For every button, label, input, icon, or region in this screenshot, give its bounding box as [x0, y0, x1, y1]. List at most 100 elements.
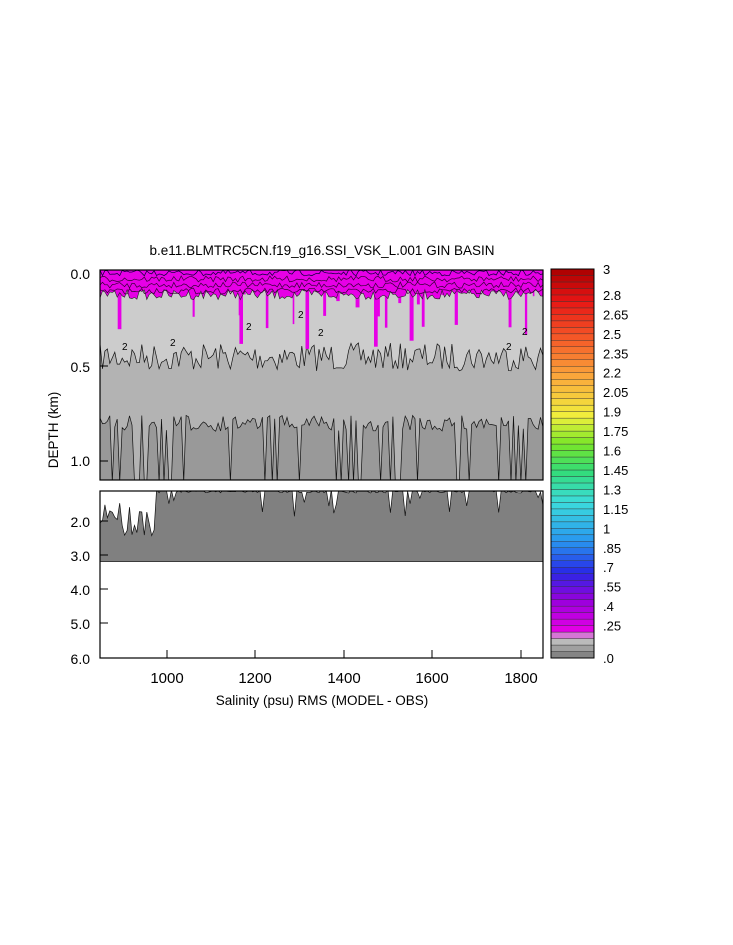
y-tick-label: 6.0 — [71, 651, 91, 667]
colorbar-label: .4 — [603, 599, 614, 614]
colorbar-label: .7 — [603, 560, 614, 575]
colorbar — [550, 268, 595, 659]
colorbar-labels: 3 2.8 2.65 2.5 2.35 2.2 2.05 1.9 1.75 1.6 1.45 1.3 1… — [603, 262, 628, 666]
colorbar-band — [550, 340, 595, 348]
contour-label: 2 — [506, 342, 512, 353]
colorbar-label: 1.9 — [603, 405, 621, 420]
colorbar-band — [550, 353, 595, 360]
magenta-spike — [384, 270, 388, 328]
colorbar-band — [550, 281, 595, 289]
colorbar-band — [550, 450, 595, 458]
colorbar-band — [550, 443, 595, 451]
colorbar-band — [550, 541, 595, 548]
colorbar-band — [550, 385, 595, 393]
colorbar-band — [550, 294, 595, 302]
colorbar-band — [550, 314, 595, 322]
colorbar-band — [550, 547, 595, 555]
colorbar-band — [550, 398, 595, 406]
colorbar-band — [550, 463, 595, 471]
colorbar-band — [550, 476, 595, 484]
colorbar-label: .25 — [603, 619, 621, 634]
surface-contour — [100, 275, 543, 283]
magenta-spike — [323, 270, 327, 316]
magenta-spike — [265, 270, 269, 329]
y-axis-upper: 0.0 0.5 1.0 — [71, 266, 108, 469]
colorbar-label: 1.3 — [603, 482, 621, 497]
colorbar-label: 2.05 — [603, 385, 628, 400]
magenta-spike — [421, 270, 425, 327]
y-tick-label: 1.0 — [71, 453, 91, 469]
colorbar-band — [550, 515, 595, 523]
colorbar-band — [550, 638, 595, 646]
deep-field — [100, 491, 543, 562]
colorbar-band — [550, 379, 595, 386]
colorbar-band — [550, 580, 595, 587]
x-tick-label: 1200 — [238, 670, 271, 687]
colorbar-label: .55 — [603, 580, 621, 595]
magenta-spike — [292, 270, 295, 325]
y-axis-lower: 2.0 3.0 4.0 5.0 6.0 — [71, 514, 108, 667]
lower-panel-frame — [99, 490, 544, 659]
y-axis-label: DEPTH (km) — [46, 392, 61, 469]
colorbar-band — [550, 618, 595, 626]
colorbar-label: 2.35 — [603, 346, 628, 361]
x-tick-label: 1400 — [327, 670, 360, 687]
colorbar-label: 3 — [603, 262, 610, 277]
colorbar-label: 2.65 — [603, 307, 628, 322]
colorbar-band — [550, 301, 595, 309]
colorbar-label: 2.8 — [603, 288, 621, 303]
colorbar-band — [550, 528, 595, 536]
colorbar-band — [550, 605, 595, 613]
colorbar-band — [550, 631, 595, 639]
y-tick-label: 2.0 — [71, 514, 91, 530]
x-axis: 1000 1200 1400 1600 1800 — [150, 650, 538, 687]
lower-panel — [100, 491, 543, 658]
colorbar-band — [550, 366, 595, 373]
upper-panel-frame — [99, 269, 544, 481]
x-tick-label: 1600 — [415, 670, 448, 687]
colorbar-band — [550, 554, 595, 561]
colorbar-band — [550, 560, 595, 568]
colorbar-band — [550, 437, 595, 445]
colorbar-band — [550, 456, 595, 464]
colorbar-band — [550, 651, 595, 659]
colorbar-band — [550, 372, 595, 380]
colorbar-band — [550, 417, 595, 425]
colorbar-band — [550, 586, 595, 594]
colorbar-label: 2.5 — [603, 327, 621, 342]
colorbar-band — [550, 359, 595, 367]
band-dark — [100, 414, 543, 480]
colorbar-label: .0 — [603, 651, 614, 666]
contour-label: 2 — [170, 338, 176, 349]
y-tick-label: 3.0 — [71, 548, 91, 564]
colorbar-label: 1 — [603, 521, 610, 536]
colorbar-band — [550, 430, 595, 438]
colorbar-band — [550, 489, 595, 497]
colorbar-band — [550, 508, 595, 516]
colorbar-label: 1.15 — [603, 502, 628, 517]
contour-label: 2 — [522, 327, 528, 338]
chart-title: b.e11.BLMTRC5CN.f19_g16.SSI_VSK_L.001 GI… — [150, 243, 495, 258]
colorbar-band — [550, 573, 595, 581]
magenta-spike — [409, 270, 414, 341]
surface-contour — [100, 287, 543, 295]
y-tick-label: 0.0 — [71, 266, 91, 282]
x-tick-label: 1800 — [504, 670, 537, 687]
colorbar-band — [550, 592, 595, 600]
colorbar-band — [550, 644, 595, 652]
colorbar-band — [550, 612, 595, 620]
colorbar-label: 1.45 — [603, 463, 628, 478]
colorbar-band — [550, 599, 595, 607]
colorbar-band — [550, 275, 595, 283]
colorbar-label: 2.2 — [603, 366, 621, 381]
colorbar-band — [550, 625, 595, 633]
colorbar-band — [550, 268, 595, 276]
contour-label: 2 — [122, 342, 128, 353]
x-axis-label: Salinity (psu) RMS (MODEL - OBS) — [216, 693, 429, 708]
magenta-spike — [305, 270, 310, 349]
colorbar-band — [550, 391, 595, 399]
magenta-spike — [117, 270, 122, 330]
